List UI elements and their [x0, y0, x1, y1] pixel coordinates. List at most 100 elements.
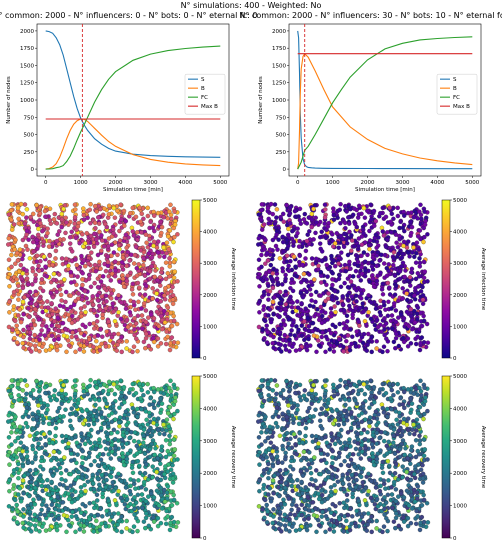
- node-point: [83, 309, 88, 315]
- node-point: [327, 240, 332, 246]
- y-tick-label: 250: [24, 150, 35, 156]
- node-point: [17, 424, 23, 430]
- node-point: [77, 240, 82, 246]
- node-point: [401, 316, 407, 321]
- node-point: [32, 502, 38, 507]
- node-point: [85, 300, 91, 306]
- node-point: [76, 291, 81, 296]
- node-point: [411, 215, 417, 220]
- node-point: [307, 450, 312, 455]
- node-point: [33, 292, 39, 298]
- node-point: [319, 249, 325, 254]
- node-point: [61, 333, 67, 338]
- node-point: [286, 263, 291, 269]
- node-point: [82, 288, 88, 294]
- node-point: [67, 241, 73, 246]
- node-point: [274, 454, 280, 459]
- scatter-points: [5, 377, 181, 535]
- node-point: [286, 268, 292, 274]
- node-point: [66, 522, 72, 528]
- node-point: [56, 462, 61, 467]
- node-point: [415, 234, 421, 239]
- node-point: [26, 505, 31, 511]
- node-point: [40, 288, 46, 294]
- node-point: [420, 471, 426, 477]
- node-point: [329, 431, 334, 436]
- node-point: [103, 306, 109, 311]
- node-point: [84, 474, 89, 480]
- node-point: [294, 324, 299, 329]
- node-point: [342, 220, 348, 226]
- node-point: [41, 416, 47, 422]
- node-point: [92, 505, 97, 511]
- node-point: [44, 324, 49, 329]
- node-point: [153, 446, 158, 451]
- node-point: [36, 441, 41, 446]
- node-point: [17, 307, 23, 312]
- node-point: [283, 302, 289, 307]
- node-point: [262, 335, 267, 341]
- node-point: [69, 334, 75, 340]
- node-point: [45, 299, 50, 304]
- node-point: [175, 520, 181, 525]
- node-point: [282, 343, 288, 349]
- node-point: [130, 405, 136, 411]
- node-point: [95, 512, 101, 518]
- node-point: [129, 465, 135, 470]
- node-point: [92, 458, 97, 464]
- node-point: [255, 275, 261, 280]
- node-point: [54, 289, 59, 295]
- node-point: [72, 215, 78, 220]
- node-point: [98, 506, 103, 512]
- node-point: [290, 467, 296, 472]
- node-point: [265, 258, 271, 263]
- node-point: [100, 212, 106, 218]
- node-point: [112, 498, 118, 503]
- node-point: [6, 236, 12, 241]
- colorbar-tick-label: 2000: [453, 293, 467, 299]
- node-point: [80, 408, 85, 414]
- node-point: [413, 521, 419, 527]
- node-point: [283, 450, 288, 456]
- node-point: [171, 340, 177, 345]
- node-point: [344, 338, 349, 344]
- node-point: [15, 330, 20, 335]
- node-point: [352, 244, 357, 249]
- node-point: [313, 299, 318, 305]
- node-point: [335, 300, 341, 306]
- node-point: [143, 487, 149, 492]
- node-point: [59, 211, 65, 217]
- node-point: [119, 478, 124, 484]
- node-point: [130, 229, 136, 234]
- node-point: [130, 292, 136, 297]
- node-point: [161, 391, 167, 396]
- node-point: [356, 319, 361, 324]
- node-point: [350, 312, 355, 317]
- node-point: [91, 524, 96, 530]
- node-point: [268, 499, 274, 504]
- node-point: [109, 431, 114, 436]
- node-point: [169, 393, 174, 398]
- node-point: [16, 216, 21, 222]
- y-tick-label: 0: [31, 167, 35, 173]
- node-point: [341, 308, 347, 313]
- node-point: [9, 430, 14, 435]
- node-point: [337, 337, 342, 342]
- node-point: [66, 317, 72, 323]
- node-point: [30, 239, 36, 245]
- node-point: [421, 259, 427, 265]
- node-point: [283, 272, 288, 278]
- node-point: [390, 326, 395, 331]
- node-point: [258, 208, 264, 213]
- node-point: [151, 243, 156, 249]
- node-point: [32, 322, 38, 328]
- node-point: [43, 528, 49, 533]
- line-chart-top-left: 0 1000 2000 3000 4000 50000250500750100012501…: [6, 23, 230, 193]
- node-point: [73, 412, 79, 418]
- node-point: [382, 252, 388, 258]
- node-point: [21, 491, 26, 496]
- node-point: [424, 321, 430, 327]
- node-point: [79, 313, 84, 319]
- node-point: [287, 296, 293, 301]
- node-point: [51, 217, 57, 222]
